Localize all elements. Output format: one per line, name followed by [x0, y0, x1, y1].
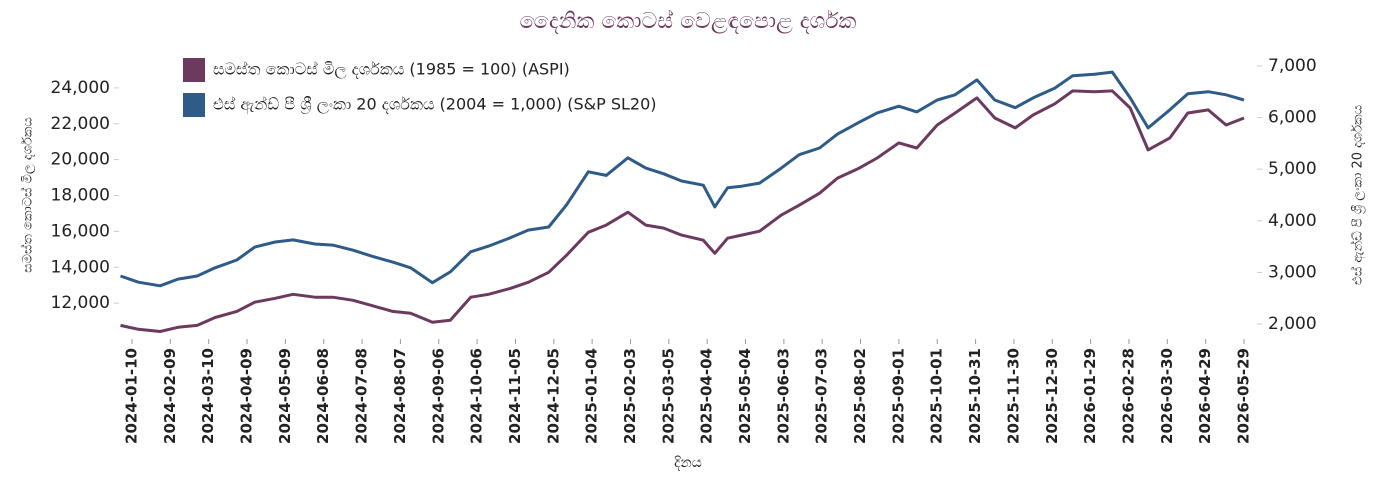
x-tick-label: 2025-03-05 [659, 348, 677, 444]
y-axis-label: සමස්ත කොටස් මිල දර්ශකය [19, 117, 35, 272]
x-tick-label: 2024-11-05 [506, 348, 524, 444]
x-tick-label: 2024-01-10 [123, 348, 141, 444]
y-tick-label: 22,000 [51, 114, 110, 134]
x-tick-label: 2025-08-02 [851, 348, 869, 444]
y-tick-label: 20,000 [51, 150, 110, 170]
x-tick-label: 2024-03-10 [199, 348, 217, 444]
x-tick-label: 2025-09-01 [889, 348, 907, 444]
x-tick-label: 2025-01-04 [583, 348, 601, 444]
x-tick-label: 2024-04-09 [238, 348, 256, 444]
x-axis-label: දිනය [674, 455, 702, 471]
x-tick-label: 2024-05-09 [276, 348, 294, 444]
x-tick-label: 2025-02-03 [621, 348, 639, 444]
x-tick-label: 2025-12-30 [1043, 348, 1061, 444]
y2-tick-label: 6,000 [1268, 108, 1317, 128]
x-tick-label: 2025-05-04 [736, 348, 754, 444]
x-tick-label: 2024-08-07 [391, 348, 409, 444]
y2-tick-label: 3,000 [1268, 262, 1317, 282]
y-tick-label: 14,000 [51, 257, 110, 277]
x-tick-label: 2026-05-29 [1234, 348, 1252, 444]
chart-title: දෛනික කොටස් වෙළඳපොළ දර්ශක [520, 9, 857, 34]
y2-tick-label: 7,000 [1268, 56, 1317, 76]
x-tick-label: 2026-03-30 [1158, 348, 1176, 444]
x-tick-label: 2025-11-30 [1004, 348, 1022, 444]
legend-swatch [183, 93, 205, 117]
x-tick-label: 2026-04-29 [1196, 348, 1214, 444]
x-tick-label: 2026-02-28 [1119, 348, 1137, 444]
y2-tick-label: 4,000 [1268, 211, 1317, 231]
x-tick-label: 2025-07-03 [813, 348, 831, 444]
x-tick-label: 2025-10-01 [928, 348, 946, 444]
series-line [120, 70, 1245, 288]
y-tick-label: 12,000 [51, 293, 110, 313]
legend-label: සමස්ත කොටස් මිල දර්ශකය (1985 = 100) (ASP… [213, 60, 570, 80]
x-tick-label: 2025-06-03 [774, 348, 792, 444]
x-tick-label: 2025-04-04 [698, 348, 716, 444]
x-tick-label: 2024-09-06 [429, 348, 447, 444]
y2-tick-label: 5,000 [1268, 159, 1317, 179]
x-tick-label: 2026-01-29 [1081, 348, 1099, 444]
legend-swatch [183, 58, 205, 82]
x-tick-label: 2024-07-08 [353, 348, 371, 444]
series-line [120, 89, 1245, 333]
y-tick-label: 18,000 [51, 186, 110, 206]
x-tick-label: 2024-06-08 [314, 348, 332, 444]
y2-axis-label: එස් ඇන්ඩ් පී ශ්‍රී ලංකා 20 දර්ශකය [1349, 105, 1365, 285]
x-tick-label: 2024-02-09 [161, 348, 179, 444]
x-tick-label: 2024-12-05 [544, 348, 562, 444]
y2-tick-label: 2,000 [1268, 314, 1317, 334]
legend-label: එස් ඇන්ඩ් පී ශ්‍රී ලංකා 20 දර්ශකය (2004 … [213, 95, 657, 115]
x-tick-label: 2024-10-06 [468, 348, 486, 444]
x-tick-label: 2025-10-31 [966, 348, 984, 444]
y-tick-label: 24,000 [51, 78, 110, 98]
y-tick-label: 16,000 [51, 221, 110, 241]
